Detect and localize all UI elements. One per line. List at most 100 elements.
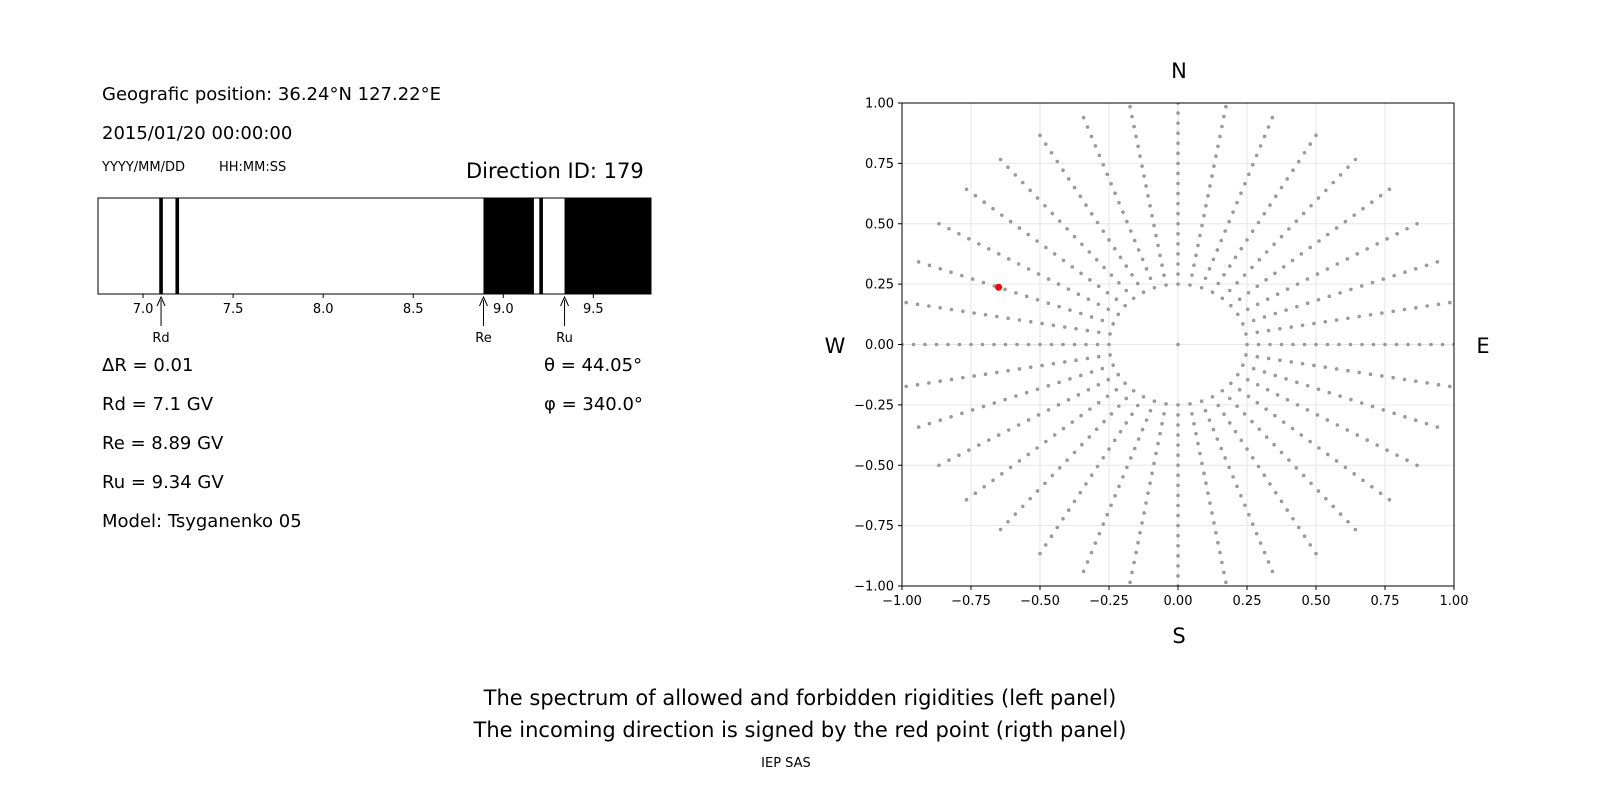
direction-point: [1176, 272, 1180, 276]
direction-point: [1057, 219, 1062, 223]
direction-point: [1176, 503, 1180, 508]
direction-point: [1264, 278, 1268, 282]
direction-point: [1017, 367, 1022, 371]
direction-point: [1107, 447, 1111, 451]
direction-point: [1314, 342, 1318, 347]
direction-point: [1190, 412, 1194, 416]
direction-point: [1070, 265, 1075, 269]
rd-value: Rd = 7.1 GV: [102, 394, 214, 415]
direction-point: [1095, 220, 1100, 225]
direction-point: [1334, 367, 1339, 371]
spectrum-tick-label: 9.0: [493, 302, 514, 317]
direction-point: [1014, 291, 1018, 295]
direction-point: [949, 307, 954, 312]
direction-point: [1046, 383, 1051, 388]
direction-point: [1140, 164, 1144, 168]
direction-point: [937, 221, 941, 226]
direction-point: [1111, 363, 1115, 367]
direction-point: [1109, 181, 1113, 186]
direction-point: [1124, 421, 1129, 425]
delta-r-value: ΔR = 0.01: [102, 355, 194, 376]
direction-point: [1162, 273, 1166, 277]
direction-point: [1176, 151, 1180, 156]
direction-point: [1242, 412, 1247, 416]
direction-point: [1160, 421, 1164, 426]
direction-point: [1144, 184, 1148, 188]
direction-point: [1324, 188, 1328, 193]
direction-point: [1061, 168, 1065, 173]
direction-point: [1300, 323, 1305, 328]
direction-point: [1227, 264, 1232, 268]
direction-point: [1089, 315, 1094, 319]
direction-point: [1218, 550, 1222, 555]
direction-point: [1385, 448, 1389, 452]
direction-point: [1220, 296, 1225, 301]
direction-point: [1112, 246, 1117, 251]
direction-point: [1316, 489, 1321, 493]
direction-point: [1081, 569, 1086, 574]
direction-point: [1233, 255, 1238, 260]
direction-point: [1265, 387, 1270, 392]
direction-point: [1219, 446, 1224, 451]
direction-point: [1371, 342, 1376, 347]
direction-point: [1301, 211, 1306, 216]
direction-point: [1425, 304, 1429, 308]
direction-point: [1114, 297, 1119, 302]
direction-point: [998, 527, 1003, 532]
direction-point: [1000, 213, 1004, 217]
direction-point: [1035, 239, 1039, 243]
direction-point: [1241, 363, 1245, 367]
direction-point: [1359, 284, 1364, 288]
direction-point: [938, 379, 942, 383]
direction-point: [1231, 475, 1235, 479]
direction-point: [1109, 273, 1114, 277]
direction-point: [1013, 512, 1018, 516]
direction-point: [1020, 504, 1025, 509]
direction-point: [1268, 203, 1272, 207]
direction-point: [1302, 342, 1307, 347]
direction-point: [977, 242, 981, 246]
direction-point: [1348, 342, 1353, 347]
direction-point: [1256, 464, 1261, 469]
direction-point: [1338, 394, 1342, 398]
direction-point: [1176, 242, 1180, 246]
direction-point: [1352, 213, 1356, 217]
direction-point: [972, 311, 976, 315]
direction-point: [994, 370, 999, 375]
direction-point: [1111, 322, 1115, 326]
direction-point: [1334, 226, 1339, 230]
direction-point: [1176, 262, 1180, 266]
direction-point: [1194, 253, 1198, 258]
direction-point: [1214, 530, 1218, 535]
direction-point: [1158, 253, 1162, 258]
spectrum-tick-label: 8.0: [313, 302, 334, 317]
direction-point: [1222, 114, 1226, 119]
direction-point: [964, 187, 969, 192]
direction-point: [1227, 421, 1232, 425]
direction-point: [1309, 203, 1313, 208]
direction-point: [1308, 439, 1312, 444]
direction-point: [1136, 540, 1140, 545]
direction-point: [1085, 356, 1090, 361]
direction-point: [1314, 551, 1318, 556]
direction-point: [1129, 456, 1133, 460]
direction-point: [1387, 497, 1392, 502]
direction-point: [960, 273, 964, 278]
marker-arrow-head: [156, 295, 166, 307]
direction-point: [1106, 377, 1111, 382]
direction-point: [1268, 482, 1272, 486]
direction-point: [1212, 164, 1216, 168]
polar-y-tick-label: 0.00: [865, 338, 894, 353]
direction-point: [1257, 427, 1262, 432]
direction-point: [1144, 501, 1148, 505]
direction-point: [957, 453, 961, 457]
marker-arrow-head: [479, 295, 488, 307]
direction-point: [1212, 521, 1216, 525]
direction-id: Direction ID: 179: [466, 159, 644, 183]
direction-point: [981, 280, 986, 285]
direction-point: [1395, 232, 1399, 236]
direction-point: [1265, 297, 1270, 302]
direction-point: [970, 277, 975, 281]
direction-point: [1176, 282, 1180, 286]
direction-point: [1208, 184, 1212, 188]
